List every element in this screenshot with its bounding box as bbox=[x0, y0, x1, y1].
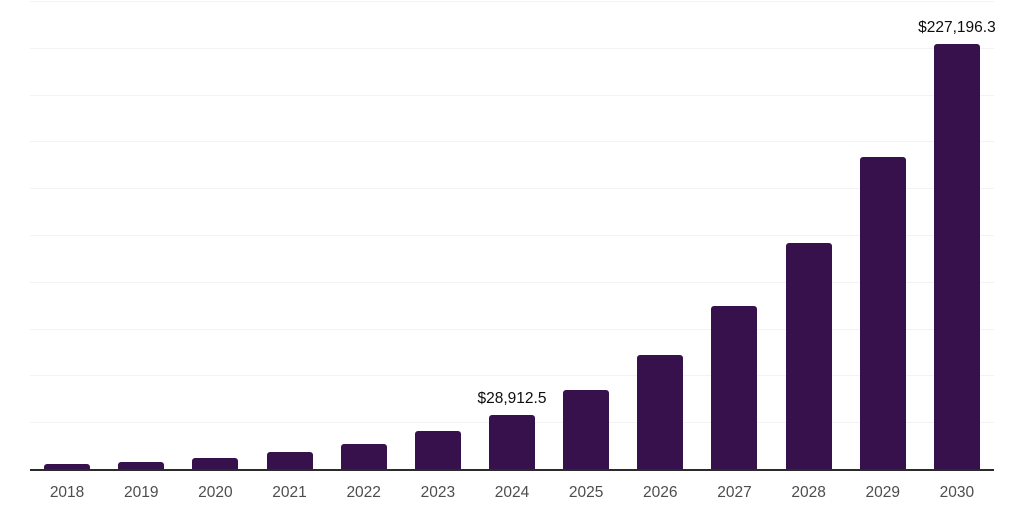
gridline-150000 bbox=[30, 188, 994, 190]
gridline-75000 bbox=[30, 328, 994, 330]
gridline-100000 bbox=[30, 281, 994, 283]
bar-2029 bbox=[859, 157, 906, 469]
x-tick-label-2023: 2023 bbox=[420, 484, 456, 501]
x-tick-label-2030: 2030 bbox=[939, 484, 975, 501]
data-label-2024: $28,912.5 bbox=[477, 389, 547, 407]
bar-2022 bbox=[340, 443, 387, 469]
x-axis-line bbox=[30, 469, 994, 471]
bar-2026 bbox=[637, 354, 684, 469]
gridline-50000 bbox=[30, 375, 994, 377]
bar-2027 bbox=[711, 305, 758, 469]
bar-2018 bbox=[44, 463, 91, 469]
bar-2030 bbox=[933, 43, 980, 469]
x-tick-label-2029: 2029 bbox=[865, 484, 900, 501]
x-tick-label-2028: 2028 bbox=[791, 484, 826, 501]
x-tick-label-2018: 2018 bbox=[49, 484, 85, 501]
bar-2021 bbox=[266, 452, 313, 469]
x-tick-label-2022: 2022 bbox=[346, 484, 381, 501]
bar-2019 bbox=[118, 461, 165, 469]
gridline-225000 bbox=[30, 47, 994, 49]
plot-area: $28,912.5 $227,196.3 bbox=[30, 1, 996, 471]
gridline-200000 bbox=[30, 94, 994, 96]
x-tick-label-2024: 2024 bbox=[494, 484, 530, 501]
bar-2023 bbox=[414, 430, 461, 469]
gridline-175000 bbox=[30, 141, 994, 143]
x-tick-label-2021: 2021 bbox=[272, 484, 307, 501]
x-tick-label-2027: 2027 bbox=[717, 484, 752, 501]
x-axis-labels: 2018 2019 2020 2021 2022 2023 2024 2025 2026 2027… bbox=[30, 484, 994, 506]
x-tick-label-2026: 2026 bbox=[643, 484, 678, 501]
bar-2028 bbox=[785, 242, 832, 469]
x-tick-label-2025: 2025 bbox=[568, 484, 604, 501]
data-label-2030: $227,196.3 bbox=[918, 18, 996, 36]
x-tick-label-2020: 2020 bbox=[198, 484, 233, 501]
bar-2020 bbox=[192, 458, 239, 469]
x-tick-label-2019: 2019 bbox=[123, 484, 159, 501]
bar-2025 bbox=[563, 389, 610, 469]
bar-2024 bbox=[489, 414, 535, 469]
gridline-250000 bbox=[30, 1, 994, 2]
gridline-125000 bbox=[30, 235, 994, 236]
